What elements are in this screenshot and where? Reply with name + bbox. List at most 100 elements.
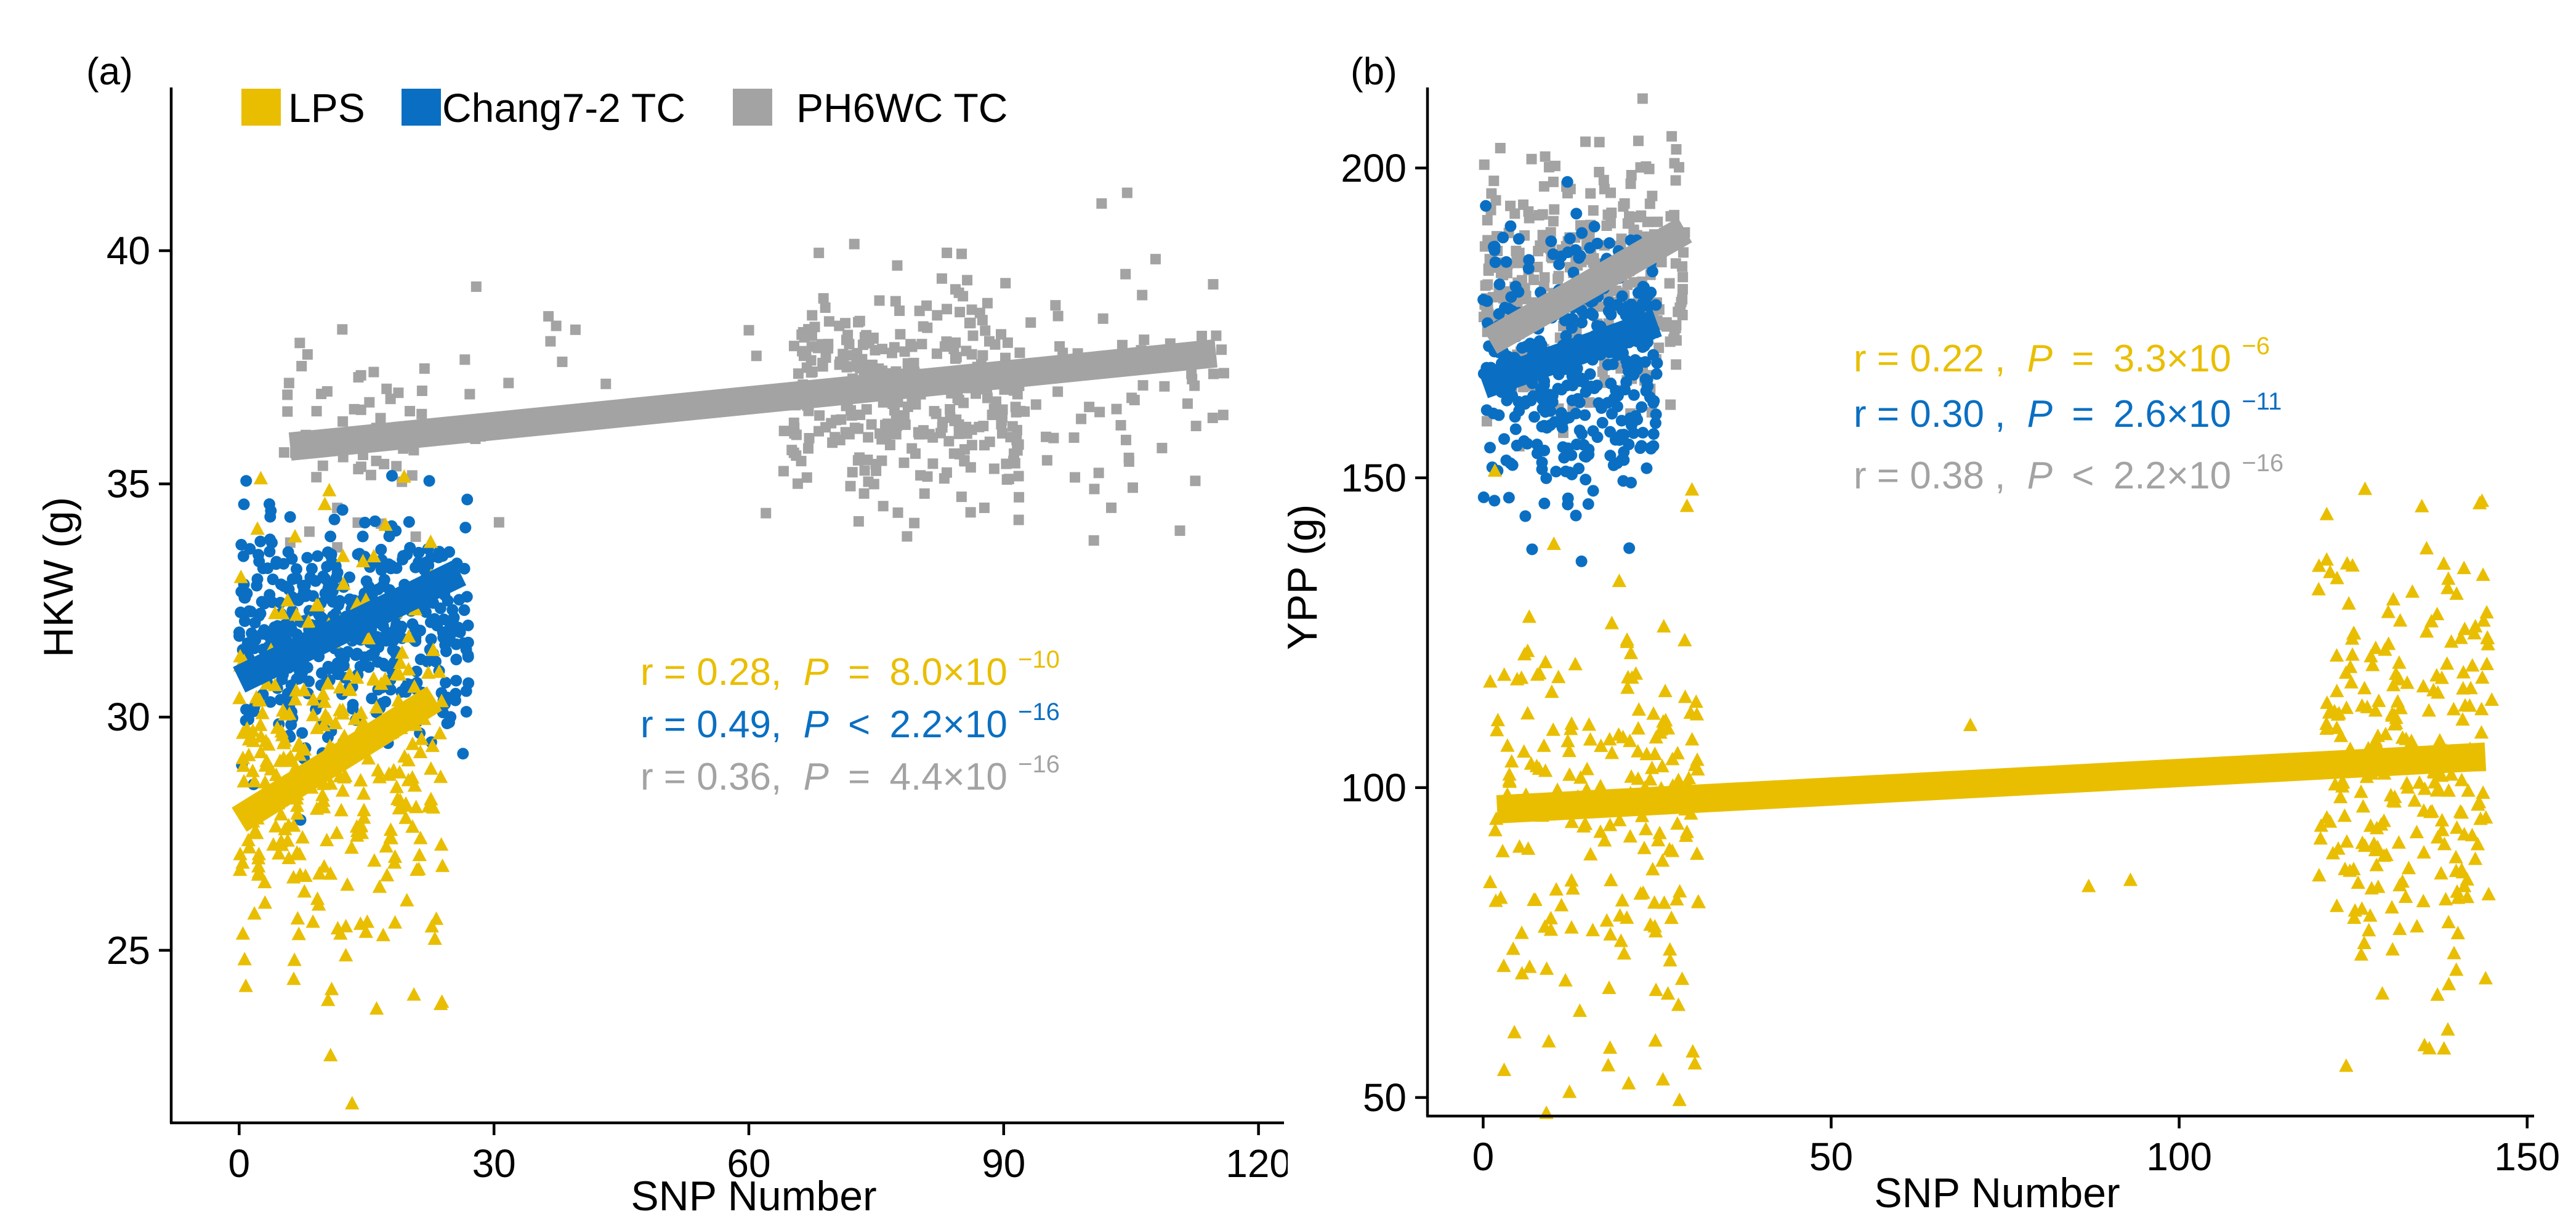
stat-p-relation: =: [848, 756, 870, 798]
panel-b-point-lps: [1604, 615, 1620, 629]
panel-a-point-lps: [290, 798, 305, 812]
panel-b-point-ph6wc-tc: [1641, 161, 1652, 172]
panel-a-point-chang7-2-tc: [458, 562, 470, 575]
panel-b-label: (b): [1351, 51, 1397, 93]
panel-a-y-tick-label: 35: [107, 462, 150, 506]
panel-a-point-ph6wc-tc: [965, 317, 976, 328]
panel-b-point-lps: [2416, 894, 2431, 907]
panel-a-point-chang7-2-tc: [246, 627, 258, 639]
panel-b-point-lps: [2376, 813, 2391, 827]
panel-b-point-lps: [1507, 1024, 1522, 1038]
panel-b-point-lps: [1504, 754, 1519, 768]
panel-a-point-ph6wc-tc: [1190, 475, 1201, 487]
panel-b-point-lps: [2338, 665, 2354, 679]
panel-b-point-lps: [2340, 834, 2354, 848]
panel-b-point-lps: [2363, 908, 2378, 922]
panel-b-point-chang7-2-tc: [1616, 290, 1628, 302]
panel-b-point-chang7-2-tc: [1650, 299, 1662, 311]
panel-a-point-lps: [338, 918, 353, 933]
panel-a-point-lps: [275, 837, 289, 851]
panel-a-point-chang7-2-tc: [354, 660, 366, 673]
panel-a-point-lps: [233, 846, 248, 860]
panel-a-point-lps: [323, 866, 338, 880]
panel-b-point-lps: [1495, 843, 1510, 857]
panel-b-point-lps: [1625, 670, 1639, 684]
panel-b-point-lps: [2430, 830, 2445, 844]
panel-a-point-ph6wc-tc: [1208, 279, 1219, 290]
panel-b-point-lps: [2465, 827, 2480, 841]
panel-b-point-ph6wc-tc: [1588, 205, 1599, 216]
panel-a-point-ph6wc-tc: [1127, 482, 1138, 493]
panel-b-point-chang7-2-tc: [1641, 380, 1653, 392]
panel-b-point-chang7-2-tc: [1477, 294, 1490, 306]
panel-a-point-ph6wc-tc: [841, 362, 852, 373]
panel-b-point-lps: [1643, 917, 1658, 931]
panel-a-point-lps: [305, 692, 321, 706]
panel-a-point-ph6wc-tc: [942, 304, 953, 315]
panel-b-point-chang7-2-tc: [1528, 411, 1541, 423]
panel-b-point-lps: [2468, 851, 2483, 865]
panel-b-point-lps: [1670, 816, 1685, 830]
panel-a-point-lps: [426, 642, 441, 657]
panel-b-point-lps: [1644, 760, 1660, 774]
panel-a-point-chang7-2-tc: [347, 698, 359, 711]
panel-a-point-lps: [361, 751, 376, 765]
panel-b-point-ph6wc-tc: [1501, 267, 1512, 278]
panel-a-point-lps: [376, 928, 390, 942]
panel-a-point-lps: [356, 786, 371, 800]
panel-a-point-lps: [335, 783, 350, 797]
panel-b-point-lps: [2431, 781, 2446, 795]
stat-p-relation: <: [2072, 455, 2094, 497]
panel-b-point-chang7-2-tc: [1587, 425, 1599, 437]
panel-a-point-ph6wc-tc: [368, 366, 379, 378]
panel-b-point-chang7-2-tc: [1587, 485, 1599, 497]
panel-b-point-chang7-2-tc: [1535, 383, 1547, 395]
panel-b-point-ph6wc-tc: [1533, 209, 1544, 221]
panel-b-y-tick-label: 200: [1341, 146, 1407, 190]
panel-b-point-ph6wc-tc: [1486, 188, 1497, 199]
panel-a-point-lps: [257, 875, 272, 889]
panel-b-point-lps: [1496, 667, 1512, 681]
panel-a-point-lps: [249, 690, 264, 703]
panel-a-point-ph6wc-tc: [1211, 330, 1222, 341]
panel-a-point-ph6wc-tc: [778, 466, 789, 477]
panel-a-point-lps: [407, 679, 422, 693]
panel-a-point-chang7-2-tc: [262, 562, 274, 575]
panel-b-point-ph6wc-tc: [1664, 278, 1675, 289]
panel-b-point-lps: [2458, 698, 2473, 712]
panel-b-point-lps: [2340, 556, 2355, 570]
panel-b-point-lps: [1564, 873, 1579, 887]
panel-a-point-lps: [288, 528, 302, 543]
panel-b-point-lps: [1546, 536, 1561, 550]
panel-a-point-ph6wc-tc: [997, 404, 1008, 415]
panel-b-point-chang7-2-tc: [1565, 449, 1578, 461]
panel-a-point-chang7-2-tc: [328, 513, 341, 525]
panel-a-point-ph6wc-tc: [854, 315, 865, 326]
panel-b-point-chang7-2-tc: [1526, 543, 1538, 556]
panel-a-point-lps: [233, 569, 248, 583]
panel-b-point-ph6wc-tc: [1540, 151, 1551, 162]
panel-a-point-ph6wc-tc: [961, 346, 972, 357]
panel-a-point-lps: [397, 469, 411, 483]
panel-a-x-tick-label: 120: [1225, 1141, 1288, 1186]
panel-b-point-chang7-2-tc: [1493, 278, 1506, 291]
panel-a-point-lps: [333, 703, 347, 716]
panel-a-point-lps: [245, 763, 260, 777]
panel-b-point-ph6wc-tc: [1482, 279, 1493, 290]
panel-a-point-chang7-2-tc: [357, 530, 369, 543]
panel-b-point-lps: [2474, 493, 2490, 507]
panel-b-point-lps: [1585, 923, 1601, 937]
panel-a-point-lps: [329, 825, 344, 840]
panel-b-point-lps: [2320, 695, 2335, 709]
panel-a-point-chang7-2-tc: [386, 469, 398, 482]
panel-b-point-lps: [2476, 785, 2490, 799]
panel-b-point-lps: [2480, 631, 2495, 645]
panel-a-point-ph6wc-tc: [1207, 412, 1218, 423]
panel-a-point-ph6wc-tc: [902, 401, 913, 412]
panel-b-point-lps: [1963, 718, 1978, 731]
panel-a-point-lps: [275, 605, 290, 620]
panel-b-point-lps: [2439, 656, 2455, 670]
panel-a-point-lps: [253, 745, 269, 759]
panel-b-point-lps: [1602, 981, 1617, 994]
panel-a-point-chang7-2-tc: [276, 673, 288, 686]
